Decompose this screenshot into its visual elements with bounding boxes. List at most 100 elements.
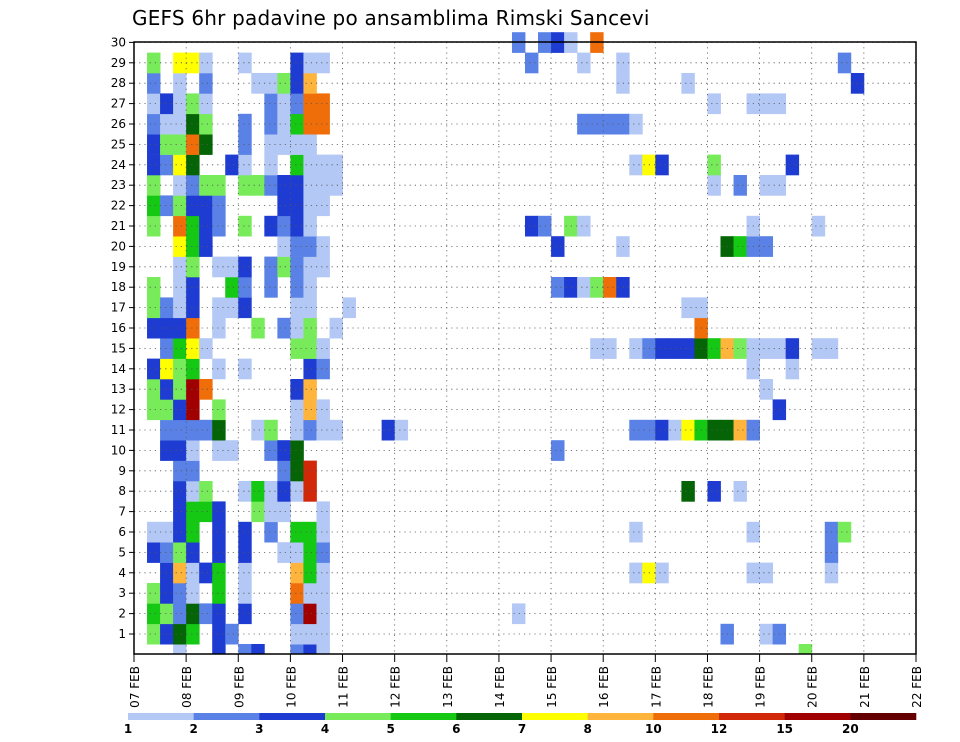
heatmap-cell [303, 113, 317, 135]
chart-title: GEFS 6hr padavine po ansamblima Rimski S… [132, 6, 650, 30]
heatmap-cell [316, 562, 330, 584]
heatmap-cell [186, 134, 200, 155]
heatmap-cell [551, 277, 565, 298]
heatmap-cell [277, 73, 291, 94]
heatmap-cell [186, 542, 200, 563]
heatmap-cell [707, 419, 721, 441]
heatmap-cell [759, 93, 774, 115]
heatmap-cell [238, 358, 252, 380]
x-tick-label: 21 FEB [858, 666, 872, 708]
heatmap-cell [199, 113, 213, 135]
heatmap-cell [147, 623, 161, 645]
y-tick-label: 3 [118, 586, 126, 600]
heatmap-cell [264, 256, 278, 278]
heatmap-cell [186, 583, 200, 604]
heatmap-cell [225, 256, 239, 278]
heatmap-cell [186, 623, 200, 645]
heatmap-cell [290, 236, 304, 257]
colorbar: 1 2 3 4 5 6 7 8 10 12 15 20 [124, 713, 917, 736]
heatmap-cell [173, 623, 187, 645]
heatmap-cell [303, 379, 317, 400]
heatmap-cell [277, 175, 291, 196]
y-tick-label: 20 [111, 239, 126, 253]
heatmap-cell [147, 73, 161, 94]
heatmap-cell [303, 542, 317, 563]
heatmap-cell [173, 93, 187, 115]
heatmap-cell [290, 113, 304, 135]
heatmap-cell [264, 501, 278, 523]
heatmap-cell [277, 236, 291, 257]
heatmap-cell [173, 460, 187, 482]
heatmap-cell [525, 215, 539, 237]
heatmap-cell [655, 338, 669, 359]
colorbar-label: 6 [452, 722, 460, 736]
heatmap-cell [173, 338, 187, 359]
heatmap-cell [173, 154, 187, 176]
heatmap-cell [837, 52, 852, 74]
heatmap-cell [316, 603, 330, 625]
heatmap-cell [186, 481, 200, 502]
heatmap-cell [329, 419, 343, 441]
x-tick-label: 20 FEB [806, 666, 820, 708]
heatmap-cell [186, 52, 200, 74]
heatmap-cell [759, 236, 774, 257]
colorbar-swatch [522, 713, 588, 720]
heatmap-cell [811, 338, 826, 359]
heatmap-cell [629, 562, 643, 584]
heatmap-cell [681, 73, 695, 94]
heatmap-cell [186, 419, 200, 441]
heatmap-cell [160, 562, 174, 584]
heatmap-cell [173, 481, 187, 502]
heatmap-cell [212, 501, 226, 523]
colorbar-swatch [193, 713, 260, 720]
heatmap-cell [264, 154, 278, 176]
heatmap-cell [277, 256, 291, 278]
heatmap-cell [147, 358, 161, 380]
heatmap-cell [264, 113, 278, 135]
heatmap-cell [173, 236, 187, 257]
heatmap-cell [225, 297, 239, 319]
y-tick-label: 7 [118, 505, 126, 519]
heatmap-cell [199, 481, 213, 502]
heatmap-cell [707, 175, 721, 196]
heatmap-cell [290, 644, 304, 655]
colorbar-swatch [719, 713, 785, 720]
heatmap-cell [303, 521, 317, 543]
heatmap-cell [316, 236, 330, 257]
heatmap-cell [733, 236, 747, 257]
colorbar-swatch [653, 713, 720, 720]
heatmap-cell [759, 623, 774, 645]
y-tick-label: 30 [111, 35, 126, 49]
heatmap-cell [316, 419, 330, 441]
heatmap-cell [303, 236, 317, 257]
heatmap-cell [173, 603, 187, 625]
heatmap-cell [238, 644, 252, 655]
heatmap-cell [212, 623, 226, 645]
heatmap-cell [655, 154, 669, 176]
heatmap-cell [173, 195, 187, 217]
heatmap-cell [316, 175, 330, 196]
heatmap-cell [199, 134, 213, 155]
heatmap-cell [225, 440, 239, 461]
grid-lines [134, 42, 916, 654]
y-tick-label: 21 [111, 219, 126, 233]
x-tick-label: 16 FEB [597, 666, 611, 708]
x-tick-label: 07 FEB [128, 666, 142, 708]
heatmap-cell [277, 440, 291, 461]
heatmap-cell [238, 481, 252, 502]
heatmap-cell [173, 379, 187, 400]
heatmap-cell [303, 481, 317, 502]
heatmap-cell [577, 113, 591, 135]
heatmap-cell [173, 317, 187, 339]
heatmap-cell [238, 134, 252, 155]
heatmap-cell [186, 113, 200, 135]
x-tick-label: 22 FEB [910, 666, 924, 708]
heatmap-cell [290, 297, 304, 319]
heatmap-cell [329, 317, 343, 339]
heatmap-cell [264, 215, 278, 237]
heatmap-cell [173, 644, 187, 655]
heatmap-cell [290, 338, 304, 359]
heatmap-cell [251, 73, 265, 94]
heatmap-cell [316, 195, 330, 217]
heatmap-cell [199, 338, 213, 359]
